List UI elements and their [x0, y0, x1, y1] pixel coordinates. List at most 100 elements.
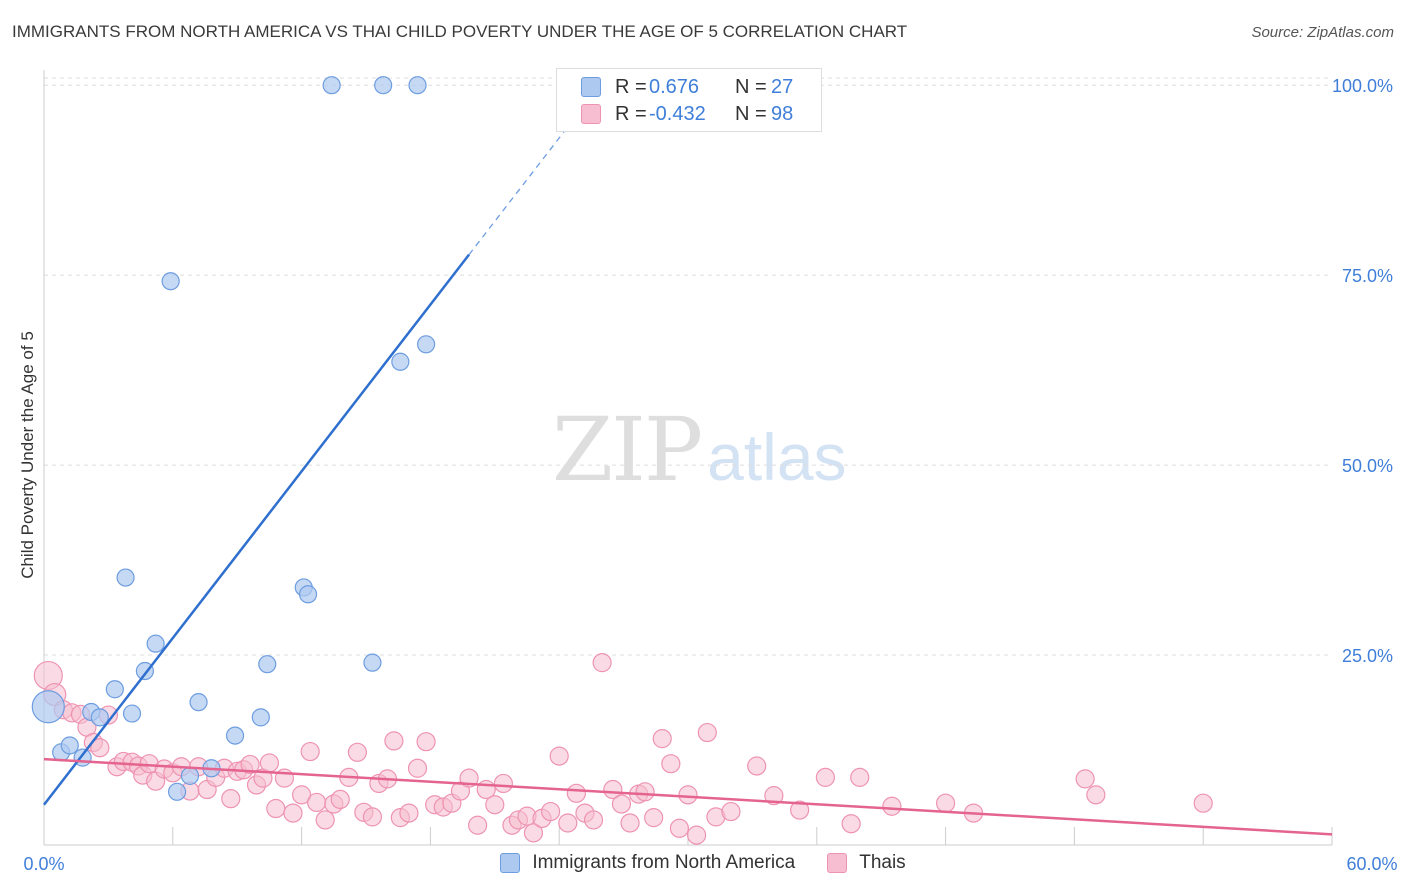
thais-point — [850, 767, 870, 787]
immigrants-point — [90, 708, 109, 727]
r-label: R = — [615, 75, 647, 98]
thais-trend-line — [43, 757, 1333, 836]
immigrants-point — [31, 690, 65, 724]
thais-point — [669, 818, 690, 838]
y-tick-label: 100.0% — [1332, 76, 1393, 96]
thais-point — [416, 732, 436, 752]
legend-row-immigrants: R = 0.676 N = 27 — [581, 73, 793, 101]
immigrants-point — [180, 766, 200, 785]
thais-point — [603, 779, 623, 800]
thais-point — [259, 753, 279, 773]
legend-item-immigrants[interactable]: Immigrants from North America — [500, 852, 795, 874]
y-tick-label: 75.0% — [1342, 266, 1393, 286]
thais-point — [315, 810, 335, 830]
r-label: R = — [615, 102, 647, 125]
n-label: N = — [735, 75, 767, 98]
immigrants-swatch — [500, 853, 521, 873]
n-value: 27 — [771, 75, 794, 98]
immigrants-point — [225, 726, 245, 745]
immigrants-swatch — [581, 77, 601, 97]
immigrants-point — [258, 655, 277, 674]
thais-point — [935, 793, 956, 813]
r-value: 0.676 — [649, 75, 700, 98]
immigrants-point — [161, 272, 180, 291]
thais-swatch — [581, 104, 601, 124]
immigrants-point — [374, 76, 393, 95]
immigrants-point — [189, 693, 208, 712]
legend-label: Immigrants from North America — [532, 852, 796, 873]
thais-point — [407, 758, 428, 778]
trend-lines — [43, 115, 1333, 836]
thais-point — [652, 729, 672, 749]
correlation-legend: R = 0.676 N = 27 R = -0.432 N = 98 — [556, 68, 822, 132]
thais-point — [347, 742, 368, 762]
thais-point — [841, 814, 861, 834]
y-tick-label: 50.0% — [1342, 456, 1393, 476]
data-points — [31, 76, 1213, 845]
immigrants-point — [391, 352, 410, 371]
thais-point — [882, 796, 902, 816]
thais-point — [399, 803, 419, 823]
thais-point — [620, 813, 640, 833]
thais-point — [362, 807, 383, 827]
thais-point — [583, 810, 604, 830]
thais-point — [644, 808, 664, 828]
thais-point — [566, 783, 586, 803]
y-tick-label: 25.0% — [1342, 646, 1393, 666]
thais-point — [747, 756, 767, 776]
thais-point — [635, 782, 655, 802]
thais-point — [283, 803, 303, 823]
thais-point — [721, 801, 741, 822]
immigrants-point — [167, 782, 187, 801]
thais-point — [686, 825, 707, 845]
thais-point — [384, 731, 404, 751]
thais-swatch — [827, 853, 848, 873]
n-label: N = — [735, 102, 767, 125]
x-tick-label: 60.0% — [1346, 854, 1397, 874]
series-legend: Immigrants from North America Thais — [0, 852, 1406, 874]
thais-point — [523, 823, 544, 843]
legend-label: Thais — [859, 852, 906, 873]
thais-point — [611, 794, 632, 814]
immigrants-point — [116, 568, 135, 587]
thais-point — [815, 767, 835, 787]
tick-labels: 25.0% 50.0% 75.0% 100.0% 0.0% 60.0% — [23, 76, 1397, 874]
chart-title: IMMIGRANTS FROM NORTH AMERICA VS THAI CH… — [12, 22, 908, 41]
thais-point — [549, 746, 569, 766]
immigrants-point — [408, 76, 427, 95]
immigrants-point — [322, 76, 341, 95]
legend-item-thais[interactable]: Thais — [827, 852, 906, 874]
thais-point — [678, 785, 698, 805]
thais-point — [221, 789, 241, 809]
immigrants-point — [363, 653, 382, 672]
thais-point — [330, 789, 350, 810]
thais-point — [661, 754, 681, 774]
immigrants-trend-extension — [468, 115, 577, 256]
thais-point — [90, 738, 110, 758]
immigrants-point — [122, 704, 142, 723]
n-value: 98 — [771, 102, 794, 125]
immigrants-point — [105, 680, 124, 699]
thais-point — [307, 792, 327, 813]
immigrants-point — [417, 335, 436, 354]
immigrants-point — [251, 708, 270, 727]
thais-point — [1075, 769, 1095, 789]
thais-point — [592, 653, 612, 673]
immigrants-point — [60, 736, 79, 755]
thais-point — [468, 815, 488, 835]
immigrants-point — [298, 585, 318, 604]
x-tick-label: 0.0% — [23, 854, 64, 874]
legend-row-thais: R = -0.432 N = 98 — [581, 100, 793, 128]
r-value: -0.432 — [649, 102, 706, 125]
thais-point — [266, 798, 286, 819]
thais-point — [1193, 793, 1213, 813]
thais-point — [485, 795, 505, 815]
thais-point — [790, 800, 810, 820]
gridlines — [44, 77, 1332, 656]
thais-point — [493, 773, 513, 794]
thais-point — [292, 785, 312, 805]
immigrants-trend-line — [43, 253, 471, 806]
thais-point — [764, 786, 784, 806]
thais-point — [541, 801, 561, 822]
